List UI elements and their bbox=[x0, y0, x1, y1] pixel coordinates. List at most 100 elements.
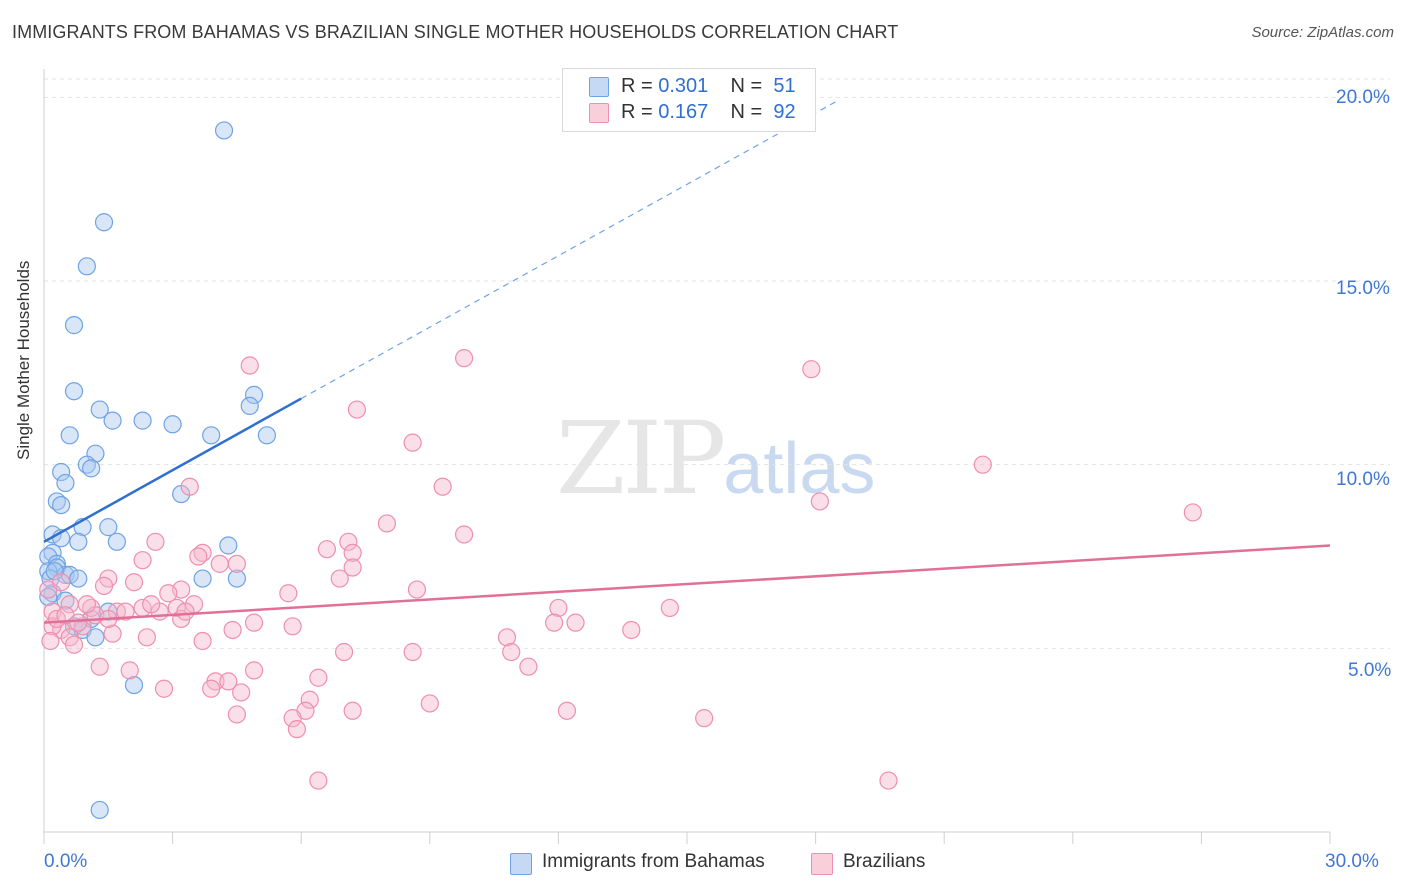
y-tick-label-20: 20.0% bbox=[1336, 87, 1390, 108]
point-bahamas bbox=[90, 800, 109, 820]
point-brazilians bbox=[219, 672, 238, 691]
point-bahamas bbox=[257, 426, 277, 445]
point-bahamas bbox=[64, 382, 84, 401]
point-bahamas bbox=[219, 536, 238, 555]
point-brazilians bbox=[502, 642, 521, 662]
bottom-legend-swatch-brazilians bbox=[811, 853, 833, 875]
point-brazilians bbox=[497, 628, 517, 647]
point-brazilians bbox=[232, 683, 251, 702]
point-brazilians bbox=[1183, 503, 1202, 522]
point-brazilians bbox=[227, 705, 246, 724]
point-bahamas bbox=[202, 426, 221, 445]
point-brazilians bbox=[142, 595, 161, 614]
point-bahamas bbox=[77, 257, 96, 276]
point-bahamas bbox=[103, 411, 122, 430]
point-brazilians bbox=[137, 628, 156, 647]
legend-r-label: R = bbox=[621, 101, 659, 123]
point-brazilians bbox=[116, 602, 135, 621]
point-bahamas bbox=[90, 400, 109, 419]
point-brazilians bbox=[283, 709, 302, 728]
point-bahamas bbox=[244, 385, 264, 404]
point-bahamas bbox=[39, 562, 58, 581]
watermark: ZIPatlas bbox=[556, 400, 875, 517]
point-brazilians bbox=[300, 690, 319, 709]
legend-n-value-bahamas: 51 bbox=[773, 75, 796, 97]
point-brazilians bbox=[802, 360, 821, 379]
point-brazilians bbox=[120, 661, 139, 680]
legend-swatch-brazilians bbox=[589, 103, 609, 123]
y-tick-label-15: 15.0% bbox=[1336, 278, 1390, 299]
point-brazilians bbox=[557, 701, 577, 720]
point-bahamas bbox=[69, 569, 88, 588]
y-tick-label-5: 5.0% bbox=[1348, 660, 1392, 681]
point-bahamas bbox=[86, 628, 105, 647]
point-bahamas bbox=[82, 459, 101, 478]
point-brazilians bbox=[347, 400, 367, 419]
point-brazilians bbox=[133, 551, 152, 570]
point-brazilians bbox=[695, 709, 714, 728]
chart-source: Source: ZipAtlas.com bbox=[1251, 24, 1394, 41]
point-brazilians bbox=[244, 613, 264, 632]
point-brazilians bbox=[90, 657, 109, 676]
point-brazilians bbox=[420, 694, 439, 713]
point-brazilians bbox=[94, 576, 114, 595]
point-brazilians bbox=[343, 558, 362, 577]
point-bahamas bbox=[52, 462, 71, 482]
point-bahamas bbox=[64, 316, 84, 335]
point-bahamas bbox=[133, 411, 152, 430]
point-bahamas bbox=[240, 396, 259, 416]
point-bahamas bbox=[193, 569, 212, 588]
point-brazilians bbox=[566, 613, 585, 632]
point-brazilians bbox=[52, 573, 71, 592]
legend-n-label: N = bbox=[730, 101, 768, 123]
point-brazilians bbox=[622, 620, 641, 640]
point-brazilians bbox=[180, 477, 199, 496]
legend: R = 0.301 N = 51 R = 0.167 N = 92 bbox=[562, 68, 816, 132]
point-brazilians bbox=[660, 598, 679, 618]
point-bahamas bbox=[45, 562, 64, 581]
bottom-legend-label-brazilians: Brazilians bbox=[843, 851, 926, 872]
point-brazilians bbox=[403, 433, 422, 452]
point-brazilians bbox=[545, 613, 564, 632]
legend-n-label: N = bbox=[730, 75, 768, 97]
point-brazilians bbox=[210, 554, 229, 573]
trendline-bahamas bbox=[43, 397, 302, 543]
point-brazilians bbox=[309, 668, 328, 687]
point-brazilians bbox=[334, 642, 354, 662]
point-brazilians bbox=[433, 477, 452, 496]
point-bahamas bbox=[227, 569, 246, 588]
trendline-bahamas-extension bbox=[300, 100, 838, 400]
point-brazilians bbox=[124, 573, 144, 592]
point-bahamas bbox=[214, 121, 234, 140]
legend-swatch-bahamas bbox=[589, 77, 609, 97]
point-bahamas bbox=[107, 532, 126, 551]
point-brazilians bbox=[283, 617, 302, 636]
point-brazilians bbox=[176, 602, 195, 621]
chart-title: IMMIGRANTS FROM BAHAMAS VS BRAZILIAN SIN… bbox=[12, 22, 899, 42]
point-brazilians bbox=[879, 771, 898, 790]
legend-n-value-brazilians: 92 bbox=[773, 101, 796, 123]
point-brazilians bbox=[154, 679, 174, 698]
point-brazilians bbox=[193, 631, 212, 651]
point-brazilians bbox=[377, 514, 397, 533]
x-tick-label-min: 0.0% bbox=[44, 851, 88, 872]
point-bahamas bbox=[39, 587, 58, 607]
legend-r-value-bahamas: 0.301 bbox=[658, 75, 709, 97]
legend-r-value-brazilians: 0.167 bbox=[658, 101, 709, 123]
point-brazilians bbox=[77, 595, 96, 614]
point-bahamas bbox=[52, 495, 71, 515]
watermark-atlas: atlas bbox=[723, 429, 876, 509]
point-bahamas bbox=[60, 426, 79, 445]
point-brazilians bbox=[41, 631, 60, 651]
point-brazilians bbox=[309, 771, 328, 790]
point-brazilians bbox=[202, 679, 221, 698]
point-brazilians bbox=[973, 455, 992, 474]
legend-r-label: R = bbox=[621, 75, 659, 97]
point-brazilians bbox=[279, 584, 298, 603]
point-brazilians bbox=[240, 356, 259, 375]
point-bahamas bbox=[99, 518, 118, 537]
point-brazilians bbox=[519, 657, 538, 676]
point-bahamas bbox=[94, 213, 114, 232]
watermark-zip: ZIP bbox=[556, 400, 726, 517]
